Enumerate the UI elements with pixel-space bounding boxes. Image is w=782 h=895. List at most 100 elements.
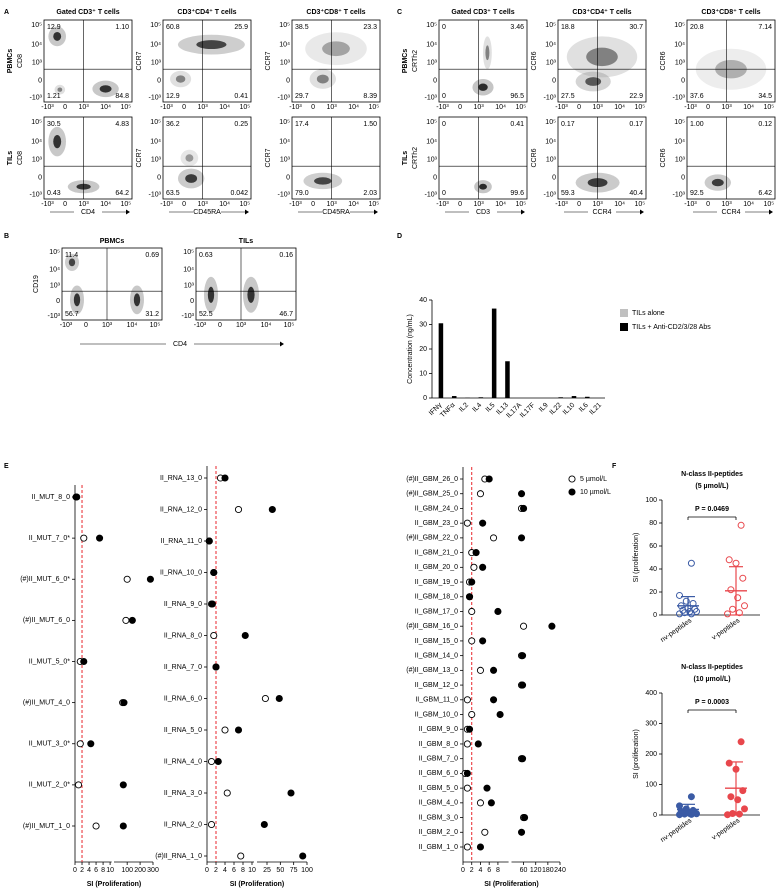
row-label: TILs [7,151,14,165]
dot [463,696,471,704]
point [682,597,690,605]
dot [210,568,218,577]
y-tick-label: 0 [552,175,556,182]
quadrant-percent: 30.5 [47,121,61,128]
x-tick-label: 0 [706,104,710,111]
x-tick-label: -10³ [684,201,697,208]
y-tick-label: -10³ [182,313,195,320]
event-core [57,87,63,92]
x-tick-label: 10⁵ [120,104,131,111]
legend-marker [568,475,576,483]
x-tick-label: IL17F [519,402,537,420]
category-label: II_GBM_11_0 [415,697,458,704]
category-label: II_RNA_11_0 [160,538,202,545]
panel-letter: D [397,233,402,240]
event-core [53,134,62,149]
y-tick-label: 0 [56,298,60,305]
x-tick-label: 10⁴ [743,104,754,111]
category-label: II_RNA_8_0 [164,632,202,639]
y-tick-label: 10³ [32,59,43,66]
column-title: Gated CD3⁺ T cells [56,8,119,16]
x-tick-label: 180 [542,867,554,874]
y-tick-label: 10³ [280,59,291,66]
y-tick-label: 10³ [151,156,162,163]
x-tick-label: 10³ [79,104,90,111]
category-label: II_RNA_2_0 [164,821,202,828]
dot [128,616,136,624]
quadrant-percent: 0.25 [234,121,248,128]
x-tick-label: 6 [94,867,98,874]
event-core [316,74,329,84]
dot [496,710,504,719]
bar [451,396,457,398]
plot-frame [291,116,381,200]
y-tick-label: 10⁵ [426,119,437,126]
dot [520,504,528,512]
dot [468,710,476,719]
dot [221,726,229,734]
y-tick-label: 10⁵ [183,249,194,256]
plot-frame [686,19,776,103]
x-tick-label: 6 [232,867,236,874]
y-axis-label: CRTh2 [412,50,419,72]
point [676,591,683,599]
point [729,605,737,613]
y-tick-label: -10³ [544,95,557,102]
bar [478,397,484,398]
x-tick-label: 10⁵ [239,104,250,111]
legend-marker [568,488,576,496]
x-tick-label: 200 [134,867,146,874]
y-tick-label: -10³ [278,192,291,199]
quadrant-percent: 2.03 [363,190,377,197]
quadrant-percent: 0.042 [230,190,248,197]
x-tick-label: 10⁴ [219,201,230,208]
point [687,793,695,801]
y-tick-label: 10⁴ [150,41,161,48]
dot [210,631,218,640]
quadrant-percent: 64.2 [115,190,129,197]
dot [268,505,276,514]
y-tick-label: 10⁵ [426,22,437,29]
quadrant-percent: 31.2 [145,311,159,318]
dot [476,666,485,674]
column-title: CD3⁺CD8⁺ T cells [701,8,760,16]
y-tick-label: -10³ [48,313,61,320]
quadrant-percent: 25.9 [234,24,248,31]
category-label: II_GBM_3_0 [419,814,458,821]
quadrant-percent: 1.50 [363,121,377,128]
y-tick-label: 10 [419,370,427,377]
dot [80,657,88,666]
dot [207,820,216,829]
point [687,559,695,567]
y-axis-label: CCR7 [136,148,143,167]
x-tick-label: nv-peptides [660,617,694,644]
quadrant-percent: 0 [442,121,446,128]
dot [208,600,216,608]
category-label: II_GBM_7_0 [419,756,458,763]
y-tick-label: 0 [423,395,427,402]
dot [476,843,485,851]
y-tick-label: 0 [286,78,290,85]
y-tick-label: 300 [645,720,657,727]
y-tick-label: 0 [681,78,685,85]
x-tick-label: 10³ [198,104,209,111]
arrow-head [640,209,644,215]
plot-frame [291,19,381,103]
y-tick-label: 400 [645,690,657,697]
dot [463,843,471,851]
event-core [314,177,332,185]
x-tick-label: 4 [223,867,227,874]
chart-subtitle: (5 µmol/L) [695,483,728,490]
plot-frame [162,19,252,103]
x-tick-label: 0 [63,104,67,111]
x-tick-label: 10⁵ [368,104,379,111]
x-tick-label: 0 [73,867,77,874]
x-tick-label: 0 [577,104,581,111]
x-tick-label: 10⁵ [634,104,645,111]
plot-frame [686,116,776,200]
x-tick-label: 0 [706,201,710,208]
x-axis-label: SI (Proliferation) [230,881,284,888]
y-tick-label: 10⁵ [545,22,556,29]
x-tick-label: 10⁵ [368,201,379,208]
